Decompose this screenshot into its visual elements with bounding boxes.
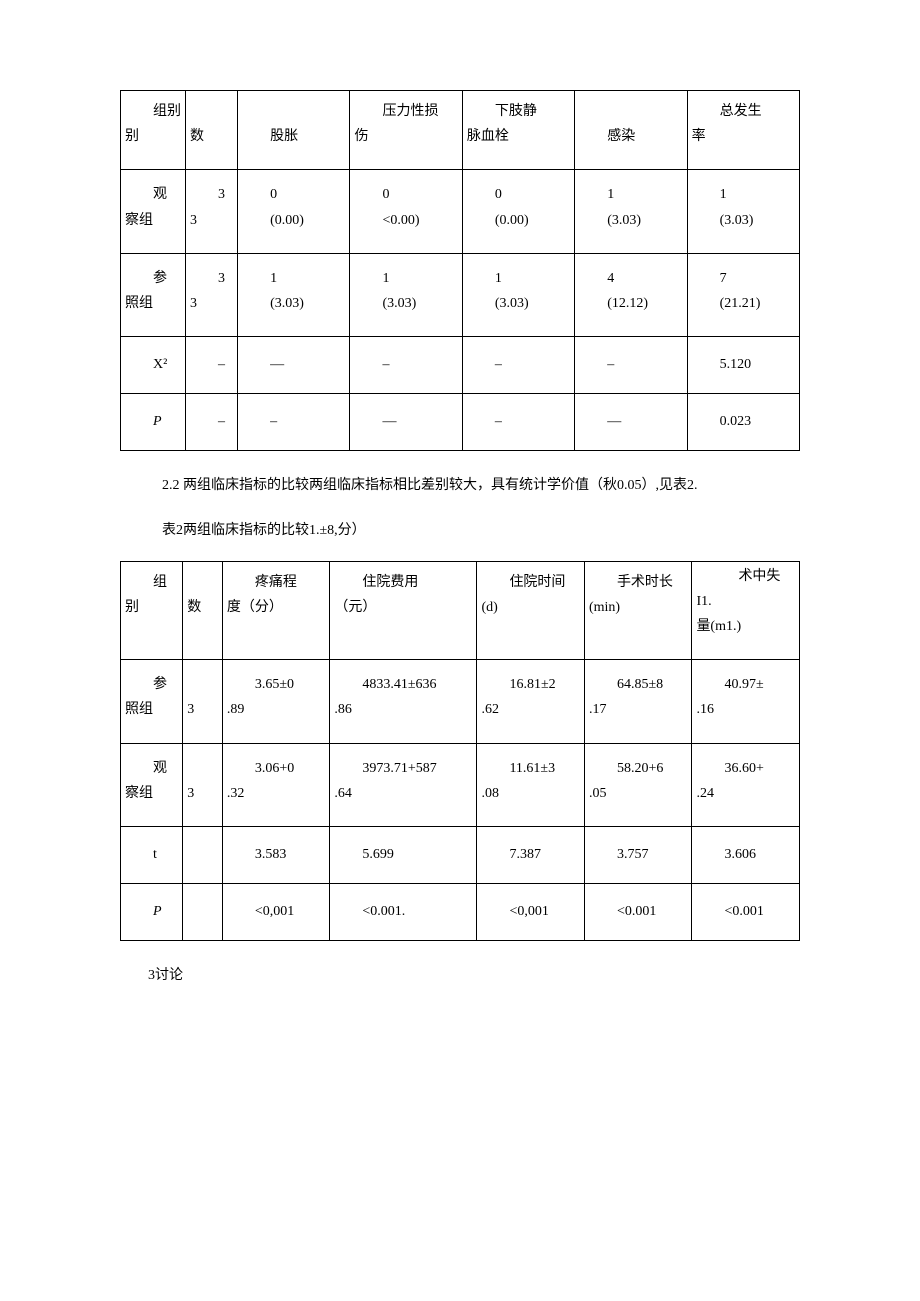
col-header-group: 组别 别 xyxy=(121,91,186,170)
cell-value: 1 (3.03) xyxy=(462,253,574,336)
col-header-pressure: 压力性损 伤 xyxy=(350,91,462,170)
cell-value: – xyxy=(186,337,238,394)
cell-value: 64.85±8 .17 xyxy=(584,660,692,743)
cell-value xyxy=(183,884,223,941)
cell-value: 4 (12.12) xyxy=(575,253,687,336)
table-row: 组别 别 数 股胀 压力性损 伤 下肢静 脉血栓 感染 总发生 率 xyxy=(121,91,800,170)
table-caption: 表2两组临床指标的比较1.±8,分） xyxy=(120,516,800,547)
cell-num: 3 3 xyxy=(186,253,238,336)
col-header-surgery: 手术时长 (min) xyxy=(584,561,692,660)
table-complications: 组别 别 数 股胀 压力性损 伤 下肢静 脉血栓 感染 总发生 率 xyxy=(120,90,800,451)
table-row: 观 察组 3 3.06+0 .32 3973.71+587 .64 11.61±… xyxy=(121,743,800,826)
cell-value: 0.023 xyxy=(687,394,799,451)
cell-value: 1 (3.03) xyxy=(350,253,462,336)
cell-value: 11.61±3 .08 xyxy=(477,743,585,826)
cell-group: 参 照组 xyxy=(121,660,183,743)
cell-value: 5.699 xyxy=(330,827,477,884)
section-para: 2.2 两组临床指标的比较两组临床指标相比差别较大，具有统计学价值（秋0.05）… xyxy=(120,471,800,502)
cell-value: 3.757 xyxy=(584,827,692,884)
table-row: 参 照组 3 3 1 (3.03) 1 (3.03) 1 (3.03) 4 (1… xyxy=(121,253,800,336)
cell-value: 1 (3.03) xyxy=(238,253,350,336)
cell-value: – xyxy=(575,337,687,394)
col-header-num: 数 xyxy=(183,561,223,660)
cell-value: <0.001. xyxy=(330,884,477,941)
col-header-stay: 住院时间 (d) xyxy=(477,561,585,660)
cell-value: – xyxy=(186,394,238,451)
table-row: 观 察组 3 3 0 (0.00) 0 <0.00) 0 (0.00) 1 (3… xyxy=(121,170,800,253)
col-header-total: 总发生 率 xyxy=(687,91,799,170)
col-header-num: 数 xyxy=(186,91,238,170)
cell-group: 观 察组 xyxy=(121,743,183,826)
cell-value: <0,001 xyxy=(222,884,330,941)
cell-num: 3 xyxy=(183,660,223,743)
cell-value: 36.60+ .24 xyxy=(692,743,800,826)
cell-value: 40.97± .16 xyxy=(692,660,800,743)
cell-group: 观 察组 xyxy=(121,170,186,253)
cell-value: – xyxy=(350,337,462,394)
cell-value: – xyxy=(462,394,574,451)
cell-value: <0.001 xyxy=(584,884,692,941)
cell-value: 0 <0.00) xyxy=(350,170,462,253)
col-header-group: 组 别 xyxy=(121,561,183,660)
cell-pvalue-label: P xyxy=(121,884,183,941)
table-clinical-indicators: 组 别 数 疼痛程 度（分） 住院费用 （元） 住院时间 (d) 手术时长 (m… xyxy=(120,561,800,941)
cell-value: 5.120 xyxy=(687,337,799,394)
table-row: P – – — – — 0.023 xyxy=(121,394,800,451)
cell-value: 1 (3.03) xyxy=(575,170,687,253)
cell-value: 3.65±0 .89 xyxy=(222,660,330,743)
cell-value: 0 (0.00) xyxy=(238,170,350,253)
cell-value: – xyxy=(462,337,574,394)
cell-value: 0 (0.00) xyxy=(462,170,574,253)
header-text: 别 xyxy=(125,124,181,149)
col-header-dvt: 下肢静 脉血栓 xyxy=(462,91,574,170)
cell-value: – xyxy=(238,394,350,451)
table-row: P <0,001 <0.001. <0,001 <0.001 <0.001 xyxy=(121,884,800,941)
col-header-distension: 股胀 xyxy=(238,91,350,170)
cell-stat: t xyxy=(121,827,183,884)
cell-value: 16.81±2 .62 xyxy=(477,660,585,743)
cell-value: <0,001 xyxy=(477,884,585,941)
cell-value: 3.06+0 .32 xyxy=(222,743,330,826)
col-header-cost: 住院费用 （元） xyxy=(330,561,477,660)
cell-group: 参 照组 xyxy=(121,253,186,336)
cell-num: 3 3 xyxy=(186,170,238,253)
cell-value xyxy=(183,827,223,884)
cell-value: 3.606 xyxy=(692,827,800,884)
cell-value: 3973.71+587 .64 xyxy=(330,743,477,826)
cell-value: 7 (21.21) xyxy=(687,253,799,336)
table-row: 参 照组 3 3.65±0 .89 4833.41±636 .86 16.81±… xyxy=(121,660,800,743)
cell-stat: X² xyxy=(121,337,186,394)
cell-pvalue-label: P xyxy=(121,394,186,451)
col-header-pain: 疼痛程 度（分） xyxy=(222,561,330,660)
cell-value: — xyxy=(350,394,462,451)
table-row: X² – — – – – 5.120 xyxy=(121,337,800,394)
table-row: t 3.583 5.699 7.387 3.757 3.606 xyxy=(121,827,800,884)
cell-value: <0.001 xyxy=(692,884,800,941)
col-header-blood: 术中失 I1. 量(m1.) xyxy=(692,561,800,660)
cell-value: — xyxy=(238,337,350,394)
cell-value: — xyxy=(575,394,687,451)
cell-num: 3 xyxy=(183,743,223,826)
cell-value: 1 (3.03) xyxy=(687,170,799,253)
section-heading: 3讨论 xyxy=(120,961,800,992)
cell-value: 7.387 xyxy=(477,827,585,884)
table-row: 组 别 数 疼痛程 度（分） 住院费用 （元） 住院时间 (d) 手术时长 (m… xyxy=(121,561,800,660)
col-header-infection: 感染 xyxy=(575,91,687,170)
cell-value: 4833.41±636 .86 xyxy=(330,660,477,743)
cell-value: 58.20+6 .05 xyxy=(584,743,692,826)
cell-value: 3.583 xyxy=(222,827,330,884)
